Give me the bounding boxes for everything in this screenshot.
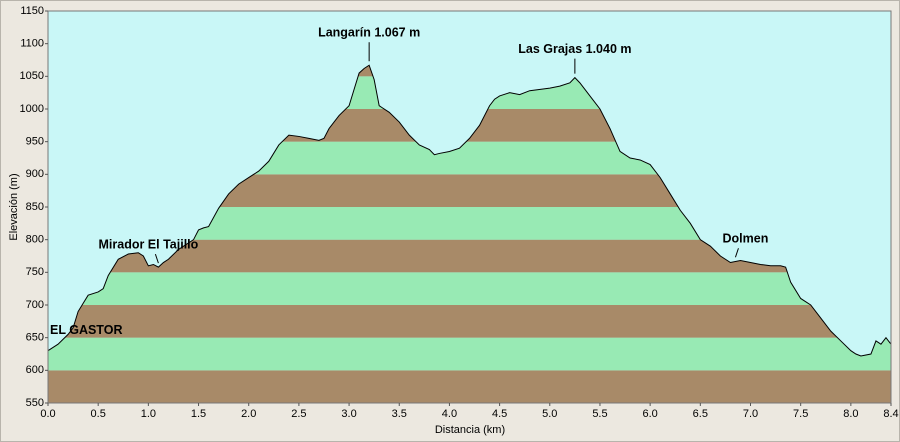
y-tick-label: 1150	[20, 5, 44, 17]
x-tick-label: 8.4	[883, 408, 898, 420]
annotation: Mirador El Tajillo	[99, 237, 199, 251]
elevation-band	[48, 305, 891, 338]
y-tick-label: 550	[26, 397, 44, 409]
y-tick-label: 750	[26, 266, 44, 278]
x-tick-label: 4.5	[492, 408, 507, 420]
annotation: Langarín 1.067 m	[318, 26, 420, 40]
y-tick-label: 600	[26, 364, 44, 376]
y-tick-label: 800	[26, 234, 44, 246]
annotation-leader	[154, 253, 159, 264]
x-tick-label: 0.5	[91, 408, 106, 420]
x-tick-label: 2.5	[291, 408, 306, 420]
x-tick-label: 6.0	[642, 408, 657, 420]
y-tick-label: 1100	[20, 38, 44, 50]
x-tick-label: 1.0	[141, 408, 156, 420]
x-tick-label: 7.0	[743, 408, 758, 420]
elevation-band	[48, 272, 891, 305]
y-tick-label: 1000	[20, 103, 44, 115]
x-tick-label: 5.5	[592, 408, 607, 420]
y-tick-label: 650	[26, 332, 44, 344]
annotation-leader	[734, 248, 739, 258]
annotation: EL GASTOR	[50, 323, 122, 337]
profile-line	[47, 64, 892, 357]
x-tick-label: 2.0	[241, 408, 256, 420]
y-axis-title: Elevación (m)	[8, 173, 20, 240]
x-tick-label: 6.5	[693, 408, 708, 420]
x-axis-title: Distancia (km)	[435, 424, 505, 436]
x-tick-label: 8.0	[843, 408, 858, 420]
x-tick-label: 0.0	[40, 408, 55, 420]
annotation: Dolmen	[723, 232, 769, 246]
x-tick-label: 1.5	[191, 408, 206, 420]
x-tick-label: 4.0	[442, 408, 457, 420]
y-tick-label: 950	[26, 136, 44, 148]
elevation-band	[48, 337, 891, 371]
y-tick-label: 700	[26, 299, 44, 311]
y-tick-label: 900	[26, 168, 44, 180]
y-tick-label: 850	[26, 201, 44, 213]
y-tick-label: 1050	[20, 70, 44, 82]
elevation-band	[48, 370, 891, 403]
x-tick-label: 7.5	[793, 408, 808, 420]
x-tick-label: 5.0	[542, 408, 557, 420]
annotation: Las Grajas 1.040 m	[518, 42, 631, 56]
x-tick-label: 3.5	[392, 408, 407, 420]
x-tick-label: 3.0	[341, 408, 356, 420]
